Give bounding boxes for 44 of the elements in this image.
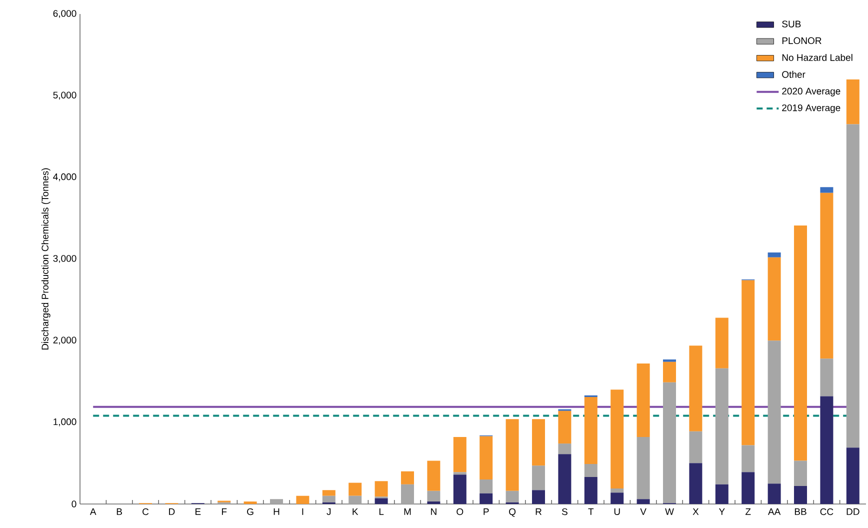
x-tick-label: AA	[768, 508, 781, 515]
x-tick-label: N	[431, 508, 436, 515]
x-tick-label: O	[456, 508, 464, 516]
x-tick-label: K	[352, 508, 358, 515]
y-tick-label: 2,000	[53, 336, 76, 345]
x-tick-label: R	[536, 508, 542, 515]
x-tick-label: BB	[794, 508, 806, 515]
y-tick-label: 1,000	[54, 418, 76, 426]
legend-label: 2019 Average	[782, 104, 840, 114]
x-tick-label: Z	[746, 508, 751, 515]
x-tick-label: DD	[846, 508, 860, 515]
x-tick-label: S	[562, 508, 568, 516]
legend-label: Other	[782, 70, 806, 78]
x-tick-label: M	[404, 508, 411, 515]
x-tick-label: G	[247, 508, 254, 516]
x-tick-label: L	[379, 508, 384, 515]
legend-label: 2020 Average	[782, 88, 840, 96]
y-tick-label: 4,000	[53, 173, 76, 182]
y-axis-title: Discharged Production Chemicals (Tonnes)	[41, 168, 50, 350]
x-tick-label: D	[169, 508, 175, 515]
x-tick-label: C	[142, 508, 149, 516]
y-tick-label: 3,000	[53, 255, 76, 263]
x-tick-label: F	[222, 508, 227, 515]
x-tick-label: B	[116, 508, 122, 515]
y-tick-label: 6,000	[53, 10, 76, 18]
x-tick-label: CC	[820, 508, 834, 516]
x-tick-label: T	[588, 508, 594, 515]
x-tick-label: Y	[718, 508, 725, 515]
x-tick-label: I	[302, 508, 304, 515]
x-tick-label: U	[614, 508, 620, 515]
legend-label: No Hazard Label	[782, 54, 852, 61]
x-tick-label: V	[640, 508, 646, 515]
x-tick-label: Q	[509, 508, 516, 517]
x-tick-label: W	[665, 508, 674, 515]
x-tick-label: X	[692, 508, 699, 515]
y-tick-label: 5,000	[53, 92, 76, 100]
x-tick-label: P	[484, 508, 489, 515]
legend-label: PLONOR	[782, 37, 822, 44]
x-tick-label: J	[326, 508, 331, 515]
x-tick-label: E	[196, 508, 201, 515]
x-tick-label: H	[274, 508, 280, 515]
legend-label: SUB	[782, 20, 801, 28]
x-tick-label: A	[90, 508, 96, 515]
y-tick-label: 0	[72, 500, 76, 508]
